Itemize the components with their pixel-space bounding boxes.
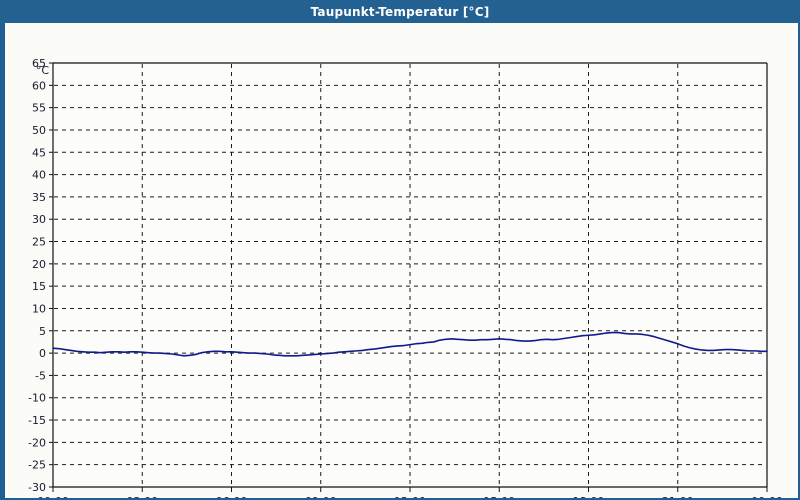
page-title: Taupunkt-Temperatur [°C] bbox=[310, 4, 490, 19]
x-tick-time-label: 18:00 bbox=[573, 495, 605, 498]
y-tick-label: -30 bbox=[28, 481, 46, 494]
y-tick-label: 10 bbox=[32, 302, 46, 315]
x-tick-time-label: 06:00 bbox=[216, 495, 248, 498]
series-line-taupunkt bbox=[52, 331, 768, 357]
x-tick-time-label: 21:00 bbox=[662, 495, 694, 498]
y-tick-label: 65 bbox=[32, 57, 46, 70]
x-tick-time-label: 03:00 bbox=[126, 495, 158, 498]
y-tick-label: -5 bbox=[35, 369, 46, 382]
x-tick-time-label: 00:00 bbox=[37, 495, 69, 498]
y-tick-label: 45 bbox=[32, 146, 46, 159]
plot-area-container: 65 60 55 50 45 40 35 30 25 20 15 10 5 0 -5 -10 -15 -20 -25… bbox=[5, 23, 800, 498]
data-series-group bbox=[52, 331, 768, 357]
gridlines bbox=[54, 62, 766, 486]
x-tick-time-label: 09:00 bbox=[305, 495, 337, 498]
y-tick-label: 60 bbox=[32, 79, 46, 92]
y-tick-label: 5 bbox=[39, 325, 46, 338]
y-tick-label: -25 bbox=[28, 459, 46, 472]
y-tick-label: 20 bbox=[32, 258, 46, 271]
y-axis-unit-label: °C bbox=[36, 64, 50, 77]
y-tick-label: -20 bbox=[28, 436, 46, 449]
y-tick-label: -10 bbox=[28, 392, 46, 405]
y-tick-label: 30 bbox=[32, 213, 46, 226]
x-axis-ticks: 00:0007.03.1503:0007.03.1506:0007.03.150… bbox=[37, 487, 783, 498]
x-tick-time-label: 12:00 bbox=[394, 495, 426, 498]
y-tick-label: 15 bbox=[32, 280, 46, 293]
y-tick-label: 50 bbox=[32, 124, 46, 137]
temperature-line-chart: 65605550454035302520151050-5-10-15-20-25… bbox=[28, 57, 783, 498]
y-tick-label: 40 bbox=[32, 169, 46, 182]
y-tick-label: 55 bbox=[32, 102, 46, 115]
x-tick-time-label: 00:00 bbox=[751, 495, 783, 498]
x-tick-time-label: 15:00 bbox=[483, 495, 515, 498]
axis-lines bbox=[52, 62, 768, 488]
window-title-bar: Taupunkt-Temperatur [°C] bbox=[0, 0, 800, 23]
y-tick-label: 35 bbox=[32, 191, 46, 204]
y-axis-unit-group: °C bbox=[36, 64, 50, 77]
y-tick-label: -15 bbox=[28, 414, 46, 427]
y-tick-label: 0 bbox=[39, 347, 46, 360]
y-tick-label: 25 bbox=[32, 236, 46, 249]
y-axis-ticks: 65605550454035302520151050-5-10-15-20-25… bbox=[28, 57, 53, 494]
